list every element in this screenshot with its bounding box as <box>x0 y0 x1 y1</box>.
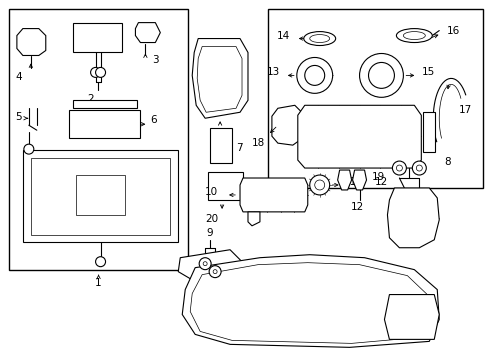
Text: 12: 12 <box>374 177 388 187</box>
Ellipse shape <box>396 28 432 42</box>
Text: 5: 5 <box>15 112 22 122</box>
Polygon shape <box>298 105 421 168</box>
Circle shape <box>209 266 221 278</box>
Circle shape <box>297 58 333 93</box>
Polygon shape <box>75 175 125 215</box>
Ellipse shape <box>403 32 425 40</box>
Text: 4: 4 <box>16 72 22 82</box>
Circle shape <box>24 144 34 154</box>
Circle shape <box>416 165 422 171</box>
Polygon shape <box>17 28 46 55</box>
Polygon shape <box>73 23 122 53</box>
Polygon shape <box>69 110 141 138</box>
Text: 18: 18 <box>252 138 265 148</box>
Circle shape <box>413 161 426 175</box>
Polygon shape <box>182 255 439 347</box>
Circle shape <box>305 66 325 85</box>
Text: 16: 16 <box>447 26 461 36</box>
Circle shape <box>310 175 330 195</box>
Polygon shape <box>23 150 178 242</box>
Bar <box>9 9 188 270</box>
Polygon shape <box>338 170 352 190</box>
Polygon shape <box>353 170 367 190</box>
Polygon shape <box>248 212 260 226</box>
Bar <box>423 112 435 152</box>
Text: 1: 1 <box>95 278 102 288</box>
Text: 11: 11 <box>343 177 357 187</box>
Circle shape <box>396 165 402 171</box>
Text: 20: 20 <box>206 214 219 224</box>
Circle shape <box>315 180 325 190</box>
Text: 12: 12 <box>351 202 364 212</box>
Bar <box>73 100 137 108</box>
Bar <box>268 9 483 188</box>
Circle shape <box>203 262 207 266</box>
Text: 7: 7 <box>236 143 243 153</box>
Circle shape <box>91 67 100 77</box>
Circle shape <box>96 257 105 267</box>
Circle shape <box>96 67 105 77</box>
Bar <box>210 128 232 163</box>
Bar <box>208 172 243 200</box>
Text: 14: 14 <box>276 31 290 41</box>
Text: 8: 8 <box>444 157 451 167</box>
Polygon shape <box>190 263 427 343</box>
Circle shape <box>368 62 394 88</box>
Text: 10: 10 <box>205 187 218 197</box>
Polygon shape <box>385 294 439 339</box>
Text: 2: 2 <box>87 94 94 104</box>
Polygon shape <box>192 39 248 118</box>
Circle shape <box>360 54 403 97</box>
Ellipse shape <box>304 32 336 45</box>
Polygon shape <box>197 46 242 112</box>
Circle shape <box>392 161 406 175</box>
Polygon shape <box>240 178 308 212</box>
Text: 15: 15 <box>421 67 435 77</box>
Ellipse shape <box>310 35 330 42</box>
Text: 9: 9 <box>207 228 214 238</box>
Text: 3: 3 <box>152 55 159 66</box>
Text: 17: 17 <box>459 105 472 115</box>
Polygon shape <box>135 23 160 42</box>
Circle shape <box>213 270 217 274</box>
Text: 19: 19 <box>371 172 385 182</box>
Polygon shape <box>388 188 439 248</box>
Polygon shape <box>31 158 171 235</box>
Polygon shape <box>272 105 302 145</box>
Circle shape <box>199 258 211 270</box>
Polygon shape <box>178 250 242 285</box>
Text: 6: 6 <box>150 115 157 125</box>
Text: 13: 13 <box>267 67 280 77</box>
